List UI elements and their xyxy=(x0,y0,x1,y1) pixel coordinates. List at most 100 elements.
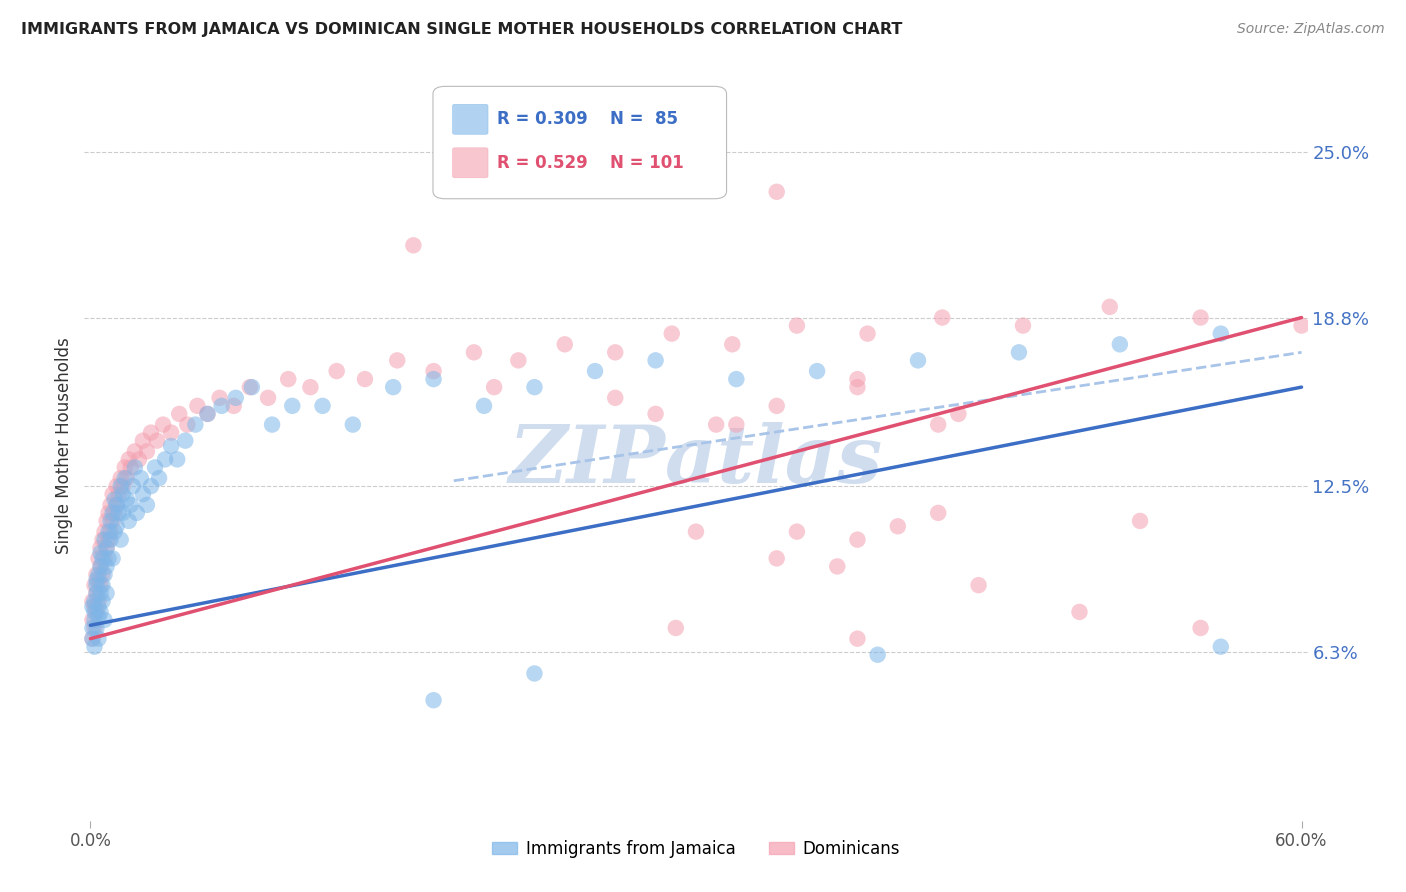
Point xyxy=(120,460,142,475)
Point xyxy=(86,621,108,635)
Point xyxy=(523,150,546,164)
Point xyxy=(661,326,683,341)
Point xyxy=(846,632,869,646)
Point xyxy=(152,417,174,432)
Point xyxy=(96,559,118,574)
Point xyxy=(685,524,707,539)
Point xyxy=(387,353,409,368)
Point xyxy=(91,594,114,608)
Point xyxy=(129,471,152,485)
Point xyxy=(239,380,262,394)
Text: R = 0.529: R = 0.529 xyxy=(496,153,588,172)
Text: N = 101: N = 101 xyxy=(610,153,685,172)
Point xyxy=(96,586,118,600)
Point xyxy=(257,391,280,405)
Point xyxy=(86,586,108,600)
Point xyxy=(111,487,134,501)
Point xyxy=(86,578,108,592)
Point xyxy=(86,586,108,600)
Point xyxy=(111,506,134,520)
Point xyxy=(721,337,744,351)
Point xyxy=(91,578,114,592)
Point xyxy=(523,380,546,394)
Point xyxy=(311,399,333,413)
Point xyxy=(104,506,127,520)
Point xyxy=(89,546,111,560)
Point xyxy=(101,487,124,501)
Point xyxy=(82,632,104,646)
Point xyxy=(644,353,666,368)
Point xyxy=(160,439,183,453)
Point xyxy=(1209,640,1232,654)
Point xyxy=(277,372,299,386)
Point xyxy=(91,567,114,582)
Point xyxy=(685,158,707,172)
Point xyxy=(463,171,485,186)
Point xyxy=(927,417,949,432)
Point xyxy=(86,573,108,587)
Point xyxy=(105,498,128,512)
Point xyxy=(89,559,111,574)
Point xyxy=(422,372,444,386)
Point xyxy=(583,364,606,378)
Point xyxy=(101,506,124,520)
Point xyxy=(115,471,138,485)
Point xyxy=(554,337,576,351)
Point xyxy=(1291,318,1313,333)
Text: Source: ZipAtlas.com: Source: ZipAtlas.com xyxy=(1237,22,1385,37)
Point xyxy=(100,514,122,528)
Point xyxy=(83,613,105,627)
Point xyxy=(281,399,304,413)
Point xyxy=(846,380,869,394)
Point xyxy=(87,594,110,608)
Point xyxy=(136,444,159,458)
Point xyxy=(114,471,136,485)
Point xyxy=(967,578,990,592)
Point xyxy=(856,326,879,341)
Point xyxy=(665,621,688,635)
Point xyxy=(120,498,142,512)
Point xyxy=(186,399,208,413)
Text: N =  85: N = 85 xyxy=(610,111,678,128)
Point xyxy=(100,498,122,512)
Point xyxy=(846,533,869,547)
Point xyxy=(299,380,322,394)
Point xyxy=(382,380,405,394)
Point xyxy=(806,364,828,378)
Point xyxy=(167,407,190,421)
Point xyxy=(139,479,162,493)
Point xyxy=(83,605,105,619)
Point xyxy=(402,238,425,252)
Point xyxy=(948,407,970,421)
Point xyxy=(83,621,105,635)
FancyBboxPatch shape xyxy=(433,87,727,199)
Point xyxy=(121,479,143,493)
Point xyxy=(342,417,364,432)
Point xyxy=(825,559,848,574)
Point xyxy=(105,479,128,493)
Point xyxy=(115,492,138,507)
Point xyxy=(97,506,120,520)
Point xyxy=(197,407,219,421)
Point xyxy=(93,533,115,547)
Point xyxy=(87,573,110,587)
Point xyxy=(101,514,124,528)
Point xyxy=(93,551,115,566)
Point xyxy=(262,417,284,432)
Point xyxy=(1008,345,1031,359)
Point xyxy=(101,551,124,566)
Point xyxy=(225,391,247,405)
Point xyxy=(97,533,120,547)
Point xyxy=(110,533,132,547)
Text: ZIP​atlas: ZIP​atlas xyxy=(509,422,883,500)
Point xyxy=(222,399,245,413)
Point xyxy=(118,514,141,528)
Point xyxy=(89,578,111,592)
Y-axis label: Single Mother Households: Single Mother Households xyxy=(55,338,73,554)
Point xyxy=(89,586,111,600)
Point xyxy=(114,460,136,475)
Point xyxy=(104,492,127,507)
Point xyxy=(82,594,104,608)
Point xyxy=(128,452,150,467)
Point xyxy=(146,434,169,448)
